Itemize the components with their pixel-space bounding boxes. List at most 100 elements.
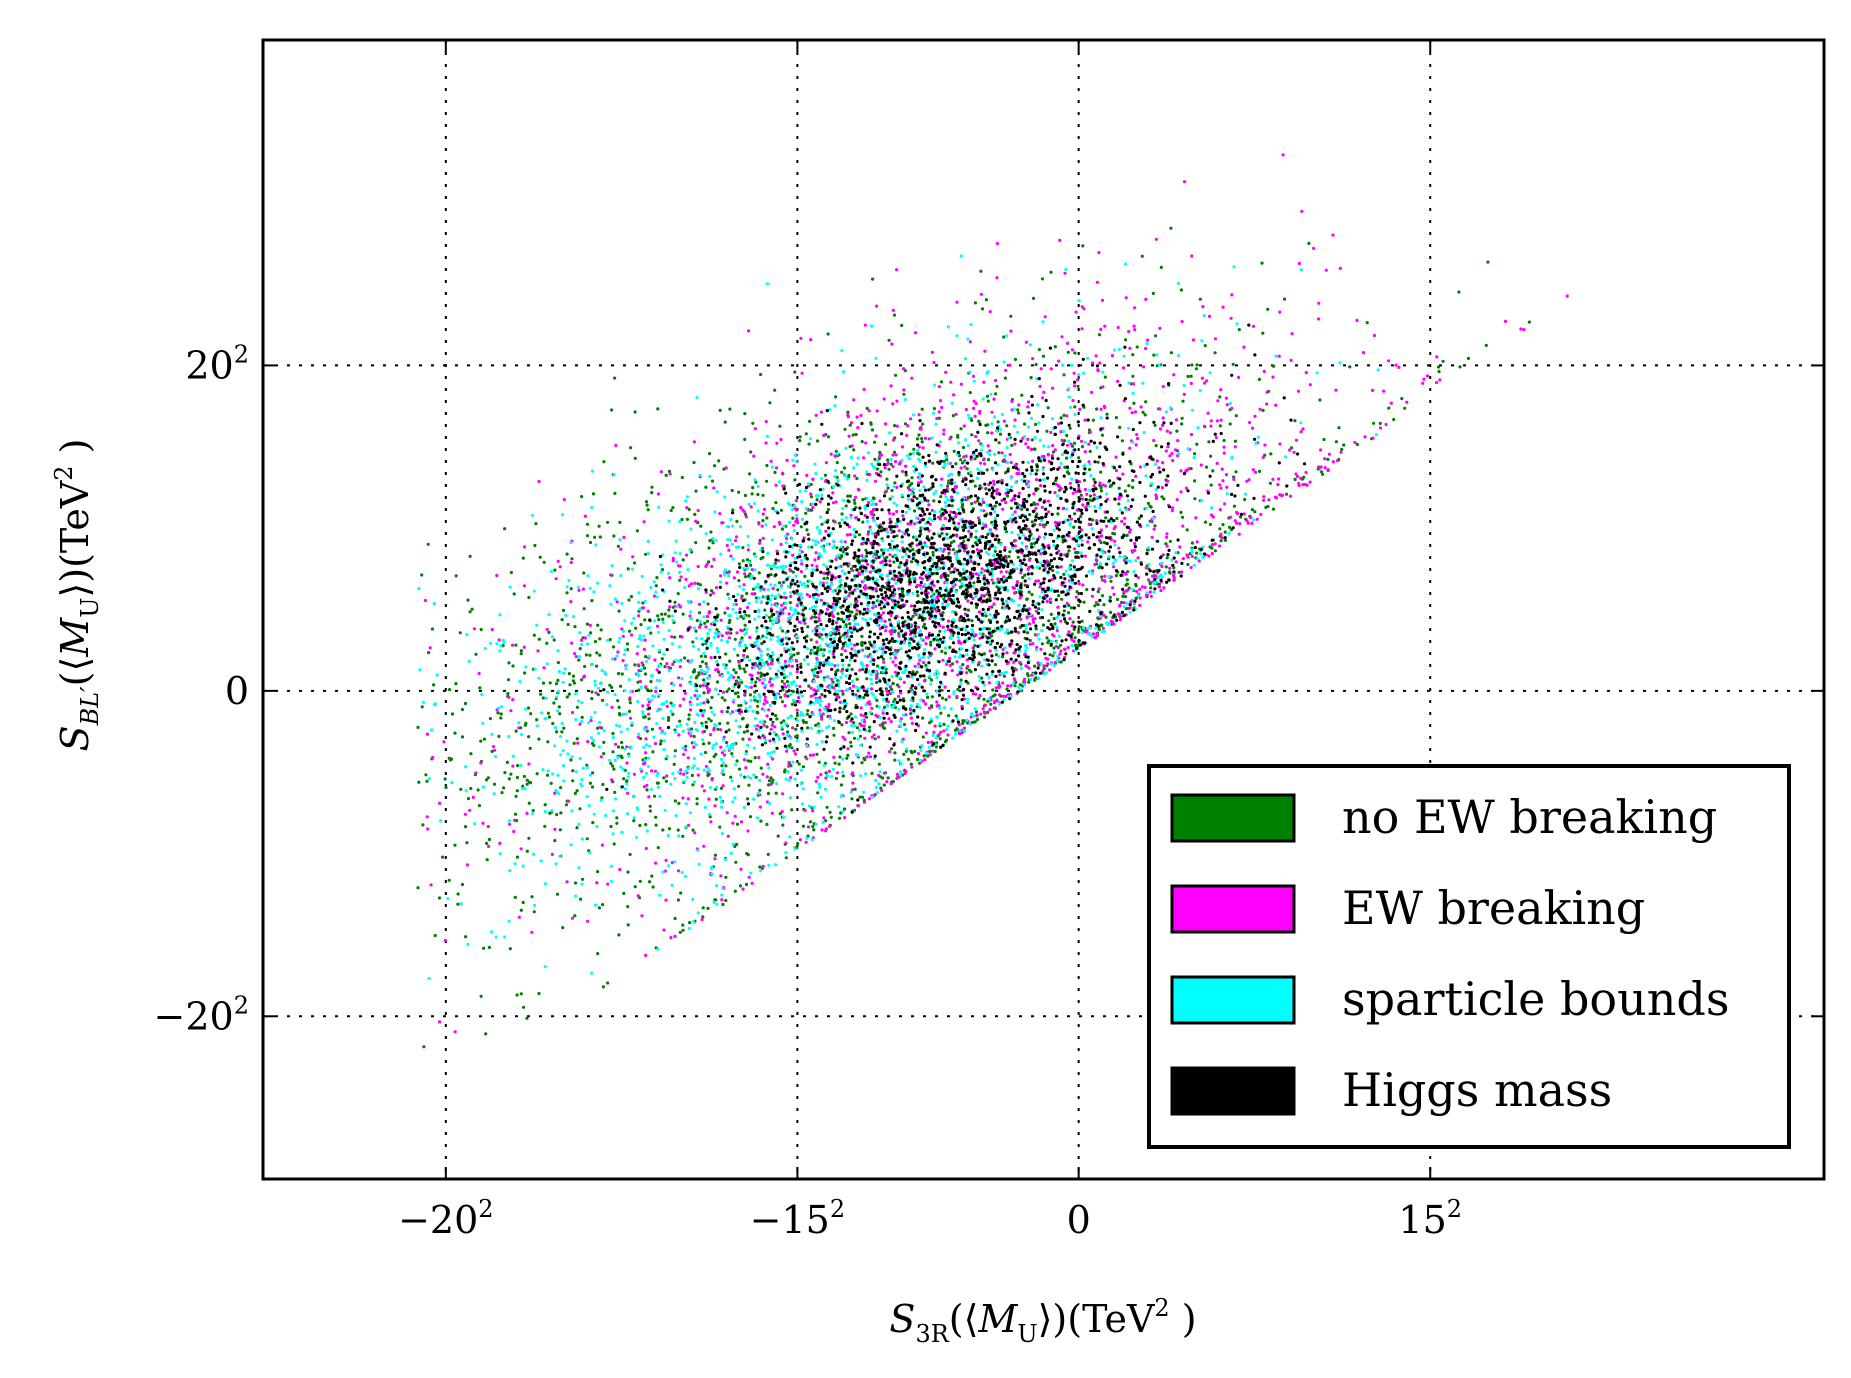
scatter-point <box>872 733 876 737</box>
scatter-point <box>859 706 863 710</box>
scatter-point <box>1016 616 1020 621</box>
scatter-point <box>1378 426 1383 430</box>
scatter-point <box>966 337 970 341</box>
scatter-point <box>1297 261 1301 266</box>
scatter-point <box>507 695 511 699</box>
scatter-point <box>1033 664 1037 668</box>
scatter-point <box>672 762 676 767</box>
scatter-point <box>1318 398 1322 402</box>
scatter-point <box>470 607 474 611</box>
scatter-point <box>858 668 862 672</box>
scatter-point <box>1085 587 1089 592</box>
scatter-point <box>1164 449 1168 453</box>
scatter-point <box>646 764 651 769</box>
scatter-point <box>785 458 789 462</box>
scatter-point <box>870 735 874 739</box>
scatter-point <box>793 478 797 482</box>
scatter-point <box>777 559 781 563</box>
scatter-point <box>986 431 990 435</box>
scatter-point <box>559 753 563 757</box>
scatter-point <box>1218 544 1222 548</box>
scatter-point <box>1056 605 1060 609</box>
scatter-point <box>1053 448 1057 452</box>
scatter-point <box>749 450 753 454</box>
scatter-point <box>1210 551 1214 556</box>
scatter-point <box>657 618 661 622</box>
scatter-point <box>479 627 483 632</box>
scatter-point <box>429 883 433 887</box>
scatter-point <box>728 407 732 411</box>
scatter-point <box>1159 265 1163 269</box>
scatter-point <box>915 543 919 547</box>
scatter-point <box>588 653 592 657</box>
scatter-point <box>1334 440 1338 444</box>
scatter-point <box>716 727 720 731</box>
scatter-point <box>712 728 716 732</box>
scatter-point <box>853 495 858 499</box>
scatter-point <box>959 254 963 258</box>
scatter-point <box>826 508 831 512</box>
scatter-point <box>678 719 682 723</box>
scatter-point <box>1098 483 1102 488</box>
scatter-point <box>759 819 763 823</box>
scatter-point <box>784 722 788 726</box>
scatter-point <box>829 452 833 456</box>
scatter-point <box>983 703 988 707</box>
scatter-point <box>556 773 560 777</box>
scatter-point <box>813 604 818 609</box>
scatter-point <box>580 719 584 724</box>
scatter-point <box>850 421 854 425</box>
scatter-point <box>615 821 619 825</box>
scatter-point <box>861 696 866 700</box>
scatter-point <box>1466 356 1471 360</box>
scatter-point <box>665 754 669 759</box>
scatter-point <box>1080 327 1084 331</box>
scatter-point <box>1053 520 1057 525</box>
scatter-point <box>700 721 704 725</box>
scatter-point <box>1319 465 1323 469</box>
scatter-point <box>822 763 826 768</box>
scatter-point <box>1088 449 1092 453</box>
scatter-point <box>715 884 719 888</box>
scatter-point <box>782 719 786 723</box>
scatter-point <box>642 647 646 652</box>
scatter-point <box>701 906 705 910</box>
scatter-point <box>1143 585 1147 590</box>
scatter-point <box>684 499 688 503</box>
scatter-point <box>761 519 765 523</box>
scatter-point <box>609 879 613 884</box>
scatter-point <box>662 776 666 780</box>
scatter-point <box>909 708 913 712</box>
scatter-point <box>622 777 626 781</box>
scatter-point <box>834 621 839 625</box>
scatter-point <box>742 656 746 660</box>
scatter-point <box>893 460 898 464</box>
scatter-point <box>967 416 971 420</box>
scatter-point <box>612 534 616 538</box>
scatter-point <box>819 795 823 799</box>
scatter-point <box>980 567 984 571</box>
scatter-point <box>819 669 823 673</box>
scatter-point <box>1059 619 1063 623</box>
scatter-point <box>577 588 581 593</box>
scatter-point <box>720 764 724 768</box>
scatter-point <box>981 397 985 401</box>
scatter-point <box>748 693 753 697</box>
scatter-point <box>850 647 854 651</box>
scatter-point <box>833 454 837 458</box>
scatter-point <box>684 577 688 582</box>
scatter-point <box>919 425 923 429</box>
scatter-point <box>707 452 712 456</box>
scatter-point <box>839 617 844 622</box>
scatter-point <box>753 568 757 572</box>
scatter-point <box>789 776 793 780</box>
scatter-point <box>1050 454 1054 458</box>
scatter-point <box>625 782 629 786</box>
scatter-point <box>768 615 772 620</box>
scatter-point <box>1072 525 1076 529</box>
scatter-point <box>601 985 606 989</box>
scatter-point <box>1218 527 1222 531</box>
scatter-point <box>804 840 808 844</box>
scatter-point <box>582 675 586 679</box>
scatter-point <box>583 514 588 518</box>
